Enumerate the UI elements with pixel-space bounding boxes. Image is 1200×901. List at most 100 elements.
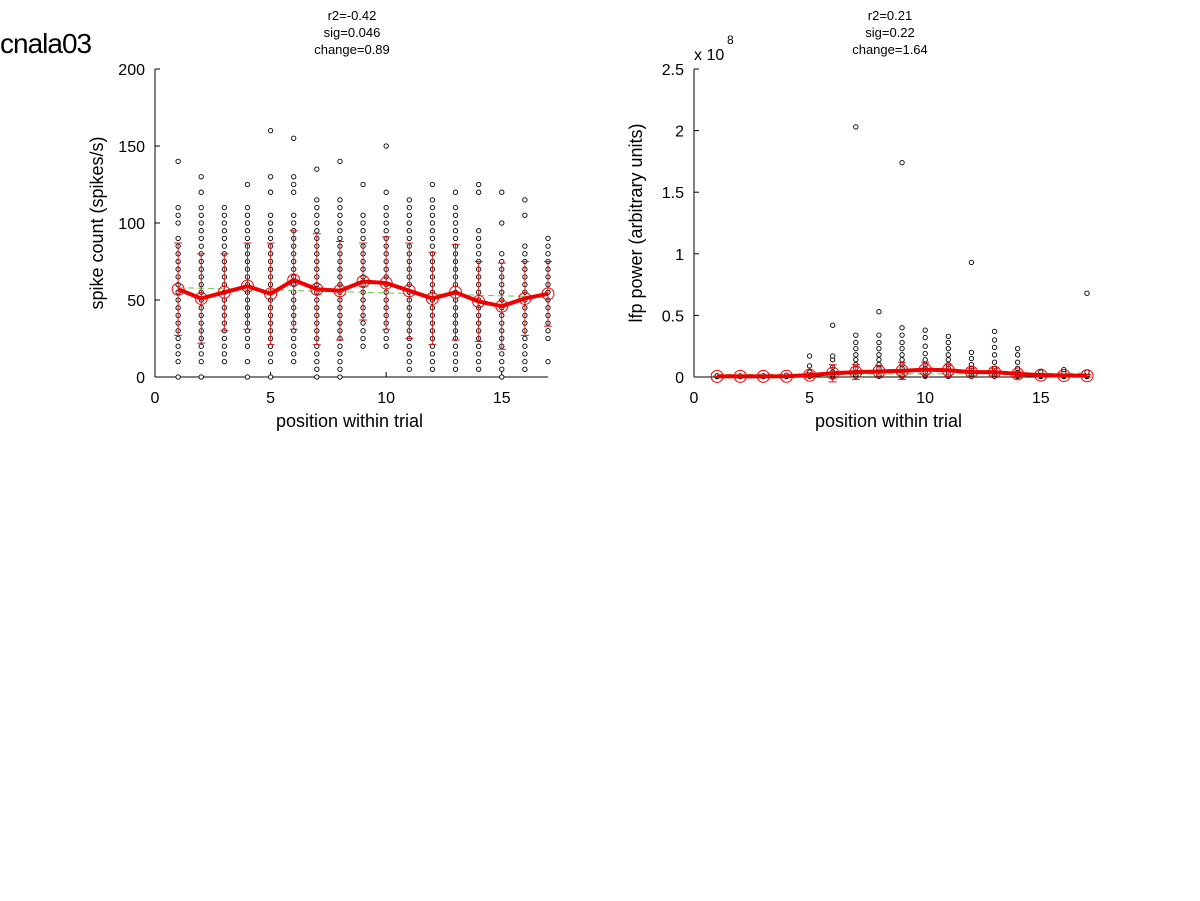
data-point bbox=[175, 358, 181, 365]
data-point bbox=[198, 189, 204, 195]
data-point bbox=[337, 351, 343, 357]
data-point bbox=[406, 351, 412, 357]
mean-marker bbox=[333, 284, 347, 298]
data-point bbox=[291, 181, 297, 188]
data-point bbox=[429, 220, 436, 226]
plot-title-line: r2=0.21 bbox=[868, 8, 912, 23]
data-point bbox=[945, 346, 951, 352]
data-point bbox=[244, 220, 251, 226]
data-point bbox=[406, 220, 412, 226]
mean-marker bbox=[171, 282, 185, 296]
data-point bbox=[175, 343, 181, 349]
mean-marker bbox=[1011, 367, 1025, 381]
data-point bbox=[991, 337, 998, 343]
data-point bbox=[830, 353, 836, 359]
data-point bbox=[876, 357, 882, 363]
mean-marker bbox=[826, 366, 840, 380]
data-point bbox=[406, 235, 412, 242]
data-point bbox=[314, 366, 320, 372]
data-point bbox=[198, 358, 204, 365]
mean-marker bbox=[472, 295, 486, 309]
data-point bbox=[499, 358, 505, 365]
data-point bbox=[968, 349, 975, 356]
data-point bbox=[475, 351, 482, 357]
data-point bbox=[876, 339, 882, 346]
data-point bbox=[522, 343, 528, 349]
data-point bbox=[406, 358, 412, 365]
data-point bbox=[337, 343, 343, 349]
data-point bbox=[291, 135, 297, 141]
data-point bbox=[267, 174, 274, 180]
data-point bbox=[522, 212, 528, 218]
data-point bbox=[475, 181, 482, 188]
data-point bbox=[175, 235, 181, 242]
data-point bbox=[429, 228, 436, 234]
data-point bbox=[198, 220, 204, 226]
data-point bbox=[452, 343, 459, 349]
mean-marker bbox=[849, 365, 863, 379]
data-point bbox=[545, 358, 551, 365]
data-point bbox=[198, 351, 204, 357]
data-point bbox=[452, 204, 459, 211]
data-point bbox=[198, 235, 204, 242]
data-point bbox=[876, 332, 882, 338]
data-point bbox=[221, 204, 228, 211]
y-tick-label: 50 bbox=[127, 293, 145, 310]
y-tick-label: 2.5 bbox=[662, 62, 684, 79]
data-point bbox=[499, 351, 505, 357]
data-point bbox=[429, 212, 436, 218]
data-point bbox=[545, 328, 551, 334]
data-point bbox=[383, 143, 389, 149]
data-point bbox=[360, 212, 366, 218]
data-point bbox=[337, 374, 343, 380]
data-point bbox=[244, 181, 251, 188]
data-point bbox=[175, 374, 181, 380]
data-point bbox=[383, 204, 389, 211]
data-point bbox=[221, 335, 228, 342]
data-point bbox=[267, 374, 274, 380]
data-point bbox=[545, 251, 551, 257]
data-point bbox=[244, 374, 251, 380]
data-point bbox=[267, 220, 274, 226]
mean-marker bbox=[710, 369, 724, 383]
data-point bbox=[175, 204, 181, 211]
data-point bbox=[175, 158, 181, 165]
data-point bbox=[429, 243, 436, 249]
data-point bbox=[267, 228, 274, 234]
data-point bbox=[429, 358, 436, 365]
plot-title-line: change=0.89 bbox=[314, 42, 390, 57]
mean-line bbox=[717, 367, 1088, 379]
data-point bbox=[383, 343, 389, 349]
data-point bbox=[475, 228, 482, 234]
data-point bbox=[291, 220, 297, 226]
data-point bbox=[383, 220, 389, 226]
data-point bbox=[452, 220, 459, 226]
mean-marker bbox=[733, 369, 747, 383]
mean-marker bbox=[779, 369, 793, 383]
data-point bbox=[383, 228, 389, 234]
data-point bbox=[360, 235, 366, 242]
data-point bbox=[899, 339, 905, 346]
data-point bbox=[853, 352, 859, 358]
data-point bbox=[922, 357, 928, 363]
data-point bbox=[922, 343, 928, 349]
data-point bbox=[221, 212, 228, 218]
data-point bbox=[452, 235, 459, 242]
data-point bbox=[1084, 369, 1090, 375]
data-point bbox=[360, 228, 366, 234]
y-tick-label: 0 bbox=[675, 370, 684, 387]
mean-marker bbox=[988, 365, 1002, 379]
data-point bbox=[314, 374, 320, 380]
data-point bbox=[991, 328, 998, 335]
mean-marker bbox=[379, 276, 393, 290]
data-point bbox=[968, 259, 975, 266]
data-point bbox=[267, 189, 274, 195]
x-tick-label: 0 bbox=[690, 390, 699, 407]
data-point bbox=[291, 343, 297, 349]
data-point bbox=[429, 181, 436, 188]
data-point bbox=[337, 366, 343, 372]
data-point bbox=[221, 351, 228, 357]
data-point bbox=[337, 235, 343, 242]
data-point bbox=[198, 343, 204, 349]
data-point bbox=[221, 343, 228, 349]
